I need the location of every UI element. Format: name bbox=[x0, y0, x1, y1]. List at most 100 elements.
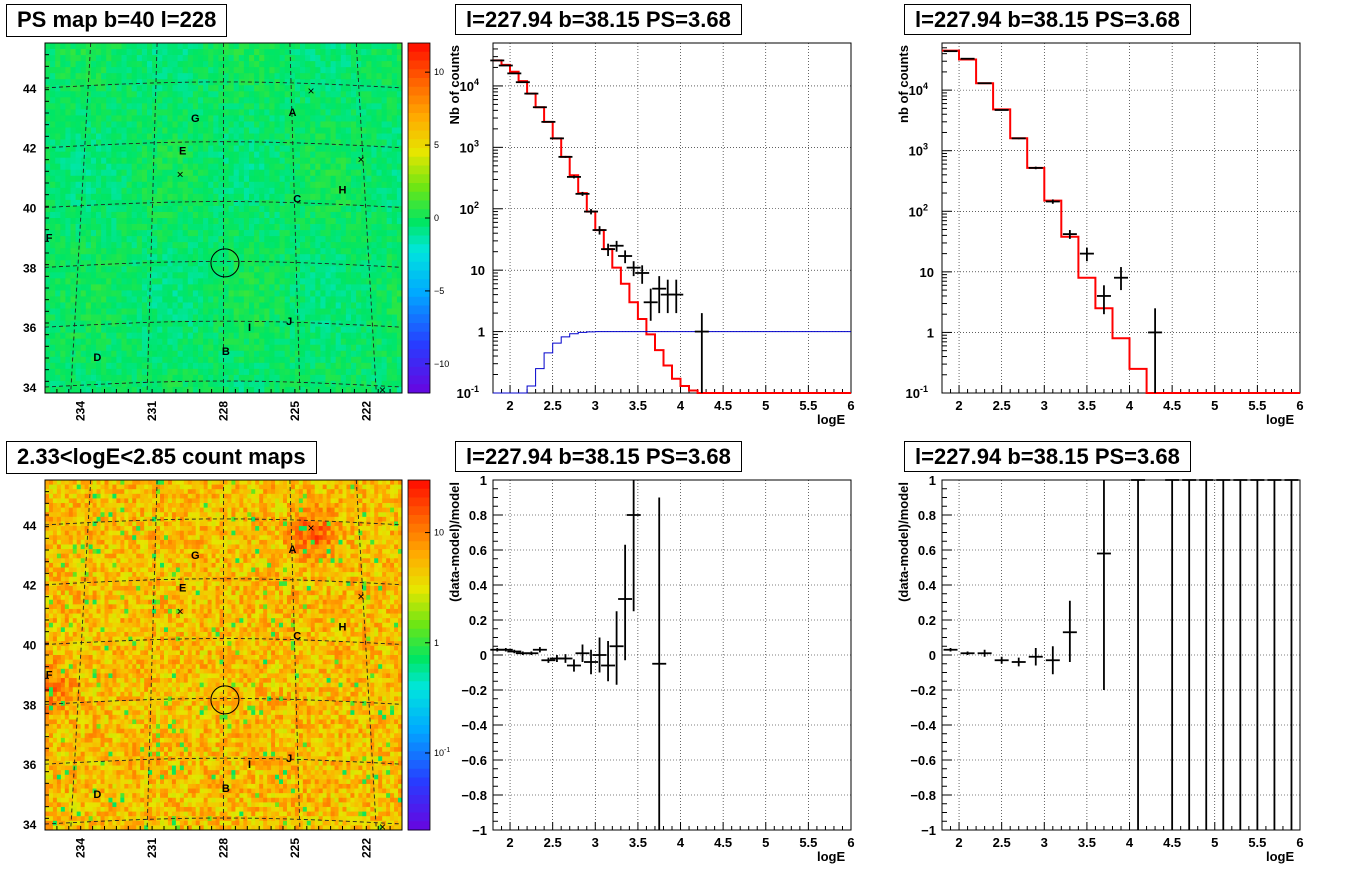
source-label-I: I bbox=[248, 759, 251, 771]
colorbar-tick: 1 bbox=[434, 638, 439, 648]
x-tick-label: 3.5 bbox=[1078, 398, 1096, 413]
source-label-F: F bbox=[46, 232, 53, 244]
y-tick-label: −0.6 bbox=[910, 753, 936, 768]
map-x-tick-225: 225 bbox=[288, 838, 302, 858]
y-axis-label: (data-model)/model bbox=[896, 482, 911, 602]
y-tick-label: 103 bbox=[909, 142, 928, 159]
x-tick-label: 5.5 bbox=[1248, 398, 1266, 413]
panel-title-residual-2: l=227.94 b=38.15 PS=3.68 bbox=[904, 441, 1191, 472]
map-x-tick-231: 231 bbox=[145, 401, 159, 421]
map-x-tick-231: 231 bbox=[145, 838, 159, 858]
y-tick-label: 0 bbox=[929, 648, 936, 663]
x-axis-label: logE bbox=[817, 412, 845, 427]
y-tick-label: 103 bbox=[460, 138, 479, 155]
panel-title-residual-1: l=227.94 b=38.15 PS=3.68 bbox=[455, 441, 742, 472]
x-tick-label: 4.5 bbox=[714, 835, 732, 850]
map-y-tick-42: 42 bbox=[23, 142, 37, 156]
source-label-A: A bbox=[289, 107, 297, 119]
map-y-tick-36: 36 bbox=[23, 321, 37, 335]
y-tick-label: −0.4 bbox=[910, 718, 936, 733]
source-label-J: J bbox=[286, 753, 292, 765]
y-tick-label: 1 bbox=[927, 325, 934, 340]
map-y-tick-40: 40 bbox=[23, 639, 37, 653]
panel-title-ps-map: PS map b=40 l=228 bbox=[6, 4, 228, 37]
map-y-tick-34: 34 bbox=[23, 381, 37, 395]
y-tick-label: 10-1 bbox=[906, 384, 928, 401]
x-tick-label: 2 bbox=[955, 835, 962, 850]
x-tick-label: 2.5 bbox=[993, 835, 1011, 850]
y-tick-label: −1 bbox=[472, 823, 487, 838]
x-tick-label: 5 bbox=[762, 835, 769, 850]
y-tick-label: 102 bbox=[909, 202, 928, 219]
y-tick-label: 1 bbox=[929, 473, 936, 488]
source-label-G: G bbox=[191, 113, 200, 125]
source-label-H: H bbox=[339, 185, 347, 197]
y-tick-label: 0.8 bbox=[469, 508, 487, 523]
panel-title-spectrum-1: l=227.94 b=38.15 PS=3.68 bbox=[455, 4, 742, 35]
source-cross-marker: × bbox=[379, 383, 386, 397]
y-tick-label: 10-1 bbox=[457, 384, 479, 401]
source-label-C: C bbox=[293, 631, 301, 643]
source-label-F: F bbox=[46, 669, 53, 681]
colorbar-tick: −5 bbox=[434, 286, 444, 296]
source-label-J: J bbox=[286, 316, 292, 328]
source-label-D: D bbox=[93, 352, 101, 364]
source-label-I: I bbox=[248, 322, 251, 334]
x-tick-label: 6 bbox=[1296, 398, 1303, 413]
y-tick-label: 10 bbox=[471, 263, 485, 278]
x-tick-label: 2 bbox=[955, 398, 962, 413]
x-axis-label: logE bbox=[1266, 849, 1294, 864]
y-tick-label: 0.4 bbox=[469, 578, 488, 593]
plot-grid bbox=[493, 480, 851, 830]
y-tick-label: 0.6 bbox=[469, 543, 487, 558]
x-tick-label: 3 bbox=[592, 398, 599, 413]
source-label-A: A bbox=[289, 544, 297, 556]
x-tick-label: 5.5 bbox=[799, 398, 817, 413]
ps-map: × × × × A B C D E F G H I J 44 42 40 38 36 34 234 231 228 225 22… bbox=[23, 42, 449, 421]
plot-frame bbox=[941, 42, 1301, 394]
colorbar-tick: 0 bbox=[434, 213, 439, 223]
x-tick-label: 4 bbox=[677, 835, 685, 850]
y-tick-label: 0.2 bbox=[469, 613, 487, 628]
target-circle bbox=[210, 248, 240, 278]
y-tick-label: 0.4 bbox=[918, 578, 937, 593]
source-cross-marker: × bbox=[177, 605, 184, 619]
source-cross-marker: × bbox=[308, 84, 315, 98]
colorbar-tick: 10 bbox=[434, 67, 444, 77]
panel-title-spectrum-2: l=227.94 b=38.15 PS=3.68 bbox=[904, 4, 1191, 35]
target-circle bbox=[210, 685, 240, 715]
y-axis-label: Nb of counts bbox=[447, 45, 462, 124]
plot-frame bbox=[492, 42, 852, 394]
y-tick-label: 1 bbox=[480, 473, 487, 488]
colorbar-tick: 10 bbox=[434, 528, 444, 538]
x-tick-label: 5 bbox=[1211, 835, 1218, 850]
y-tick-label: 1 bbox=[478, 325, 485, 340]
map-graticule bbox=[44, 479, 403, 831]
y-tick-label: −0.4 bbox=[461, 718, 487, 733]
y-tick-label: −0.6 bbox=[461, 753, 487, 768]
map-y-tick-36: 36 bbox=[23, 758, 37, 772]
map-x-tick-234: 234 bbox=[74, 401, 88, 421]
y-tick-label: 0 bbox=[480, 648, 487, 663]
x-tick-label: 6 bbox=[1296, 835, 1303, 850]
count-map: × × × × A B C D E F G H I J 44 42 40 38 36 34 234 231 228 225 22… bbox=[23, 479, 450, 858]
y-tick-label: −0.8 bbox=[910, 788, 936, 803]
x-tick-label: 3.5 bbox=[1078, 835, 1096, 850]
y-tick-label: −0.2 bbox=[461, 683, 487, 698]
map-y-tick-40: 40 bbox=[23, 202, 37, 216]
map-x-tick-222: 222 bbox=[359, 401, 373, 421]
plot-grid bbox=[942, 43, 1300, 394]
map-x-tick-225: 225 bbox=[288, 401, 302, 421]
x-tick-label: 2 bbox=[506, 835, 513, 850]
x-axis-label: logE bbox=[817, 849, 845, 864]
y-axis-label: nb of counts bbox=[896, 45, 911, 123]
y-tick-label: 0.8 bbox=[918, 508, 936, 523]
map-y-tick-44: 44 bbox=[23, 519, 37, 533]
x-tick-label: 4 bbox=[1126, 835, 1134, 850]
x-tick-label: 3.5 bbox=[629, 398, 647, 413]
x-tick-label: 3 bbox=[1041, 835, 1048, 850]
x-tick-label: 4.5 bbox=[1163, 835, 1181, 850]
y-tick-label: 0.2 bbox=[918, 613, 936, 628]
